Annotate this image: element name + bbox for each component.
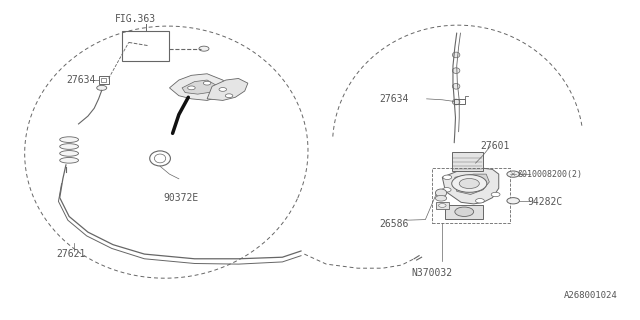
- Polygon shape: [170, 74, 229, 100]
- Bar: [454, 99, 465, 104]
- Text: N370032: N370032: [411, 268, 452, 278]
- Bar: [436, 202, 449, 209]
- Ellipse shape: [60, 157, 79, 163]
- Circle shape: [204, 81, 211, 85]
- Ellipse shape: [452, 52, 460, 58]
- Circle shape: [199, 46, 209, 51]
- Circle shape: [507, 198, 520, 204]
- Ellipse shape: [452, 84, 460, 89]
- Text: FIG.363: FIG.363: [115, 13, 156, 24]
- Bar: [99, 76, 109, 84]
- Polygon shape: [207, 78, 248, 100]
- Circle shape: [225, 94, 233, 98]
- Circle shape: [492, 192, 500, 197]
- Bar: [122, 31, 170, 61]
- Bar: [452, 152, 483, 171]
- Text: A268001024: A268001024: [564, 291, 618, 300]
- Circle shape: [455, 207, 474, 216]
- Text: 90372E: 90372E: [163, 193, 198, 203]
- Ellipse shape: [435, 196, 447, 201]
- Text: 27634: 27634: [380, 94, 409, 104]
- Circle shape: [460, 179, 479, 188]
- Bar: [445, 205, 483, 219]
- Bar: [101, 78, 106, 82]
- Ellipse shape: [150, 151, 170, 166]
- Circle shape: [97, 85, 107, 90]
- Ellipse shape: [452, 68, 460, 74]
- Polygon shape: [442, 168, 499, 204]
- Circle shape: [452, 175, 487, 192]
- Ellipse shape: [60, 137, 79, 142]
- Circle shape: [188, 86, 195, 90]
- Circle shape: [507, 171, 520, 177]
- Text: ß010008200(2): ß010008200(2): [518, 170, 582, 179]
- Circle shape: [442, 188, 451, 192]
- Circle shape: [438, 204, 446, 207]
- Circle shape: [476, 199, 484, 203]
- Text: 27621: 27621: [56, 249, 86, 259]
- Text: 94282C: 94282C: [527, 197, 562, 207]
- Ellipse shape: [60, 144, 79, 149]
- Circle shape: [219, 88, 227, 91]
- Polygon shape: [182, 80, 216, 94]
- Polygon shape: [455, 174, 490, 195]
- Ellipse shape: [60, 151, 79, 156]
- Text: 27634: 27634: [66, 75, 95, 85]
- Text: 26586: 26586: [380, 219, 409, 229]
- Bar: [431, 168, 510, 223]
- Text: 27601: 27601: [480, 141, 509, 151]
- Circle shape: [443, 175, 452, 180]
- Ellipse shape: [452, 99, 460, 105]
- Ellipse shape: [435, 189, 447, 197]
